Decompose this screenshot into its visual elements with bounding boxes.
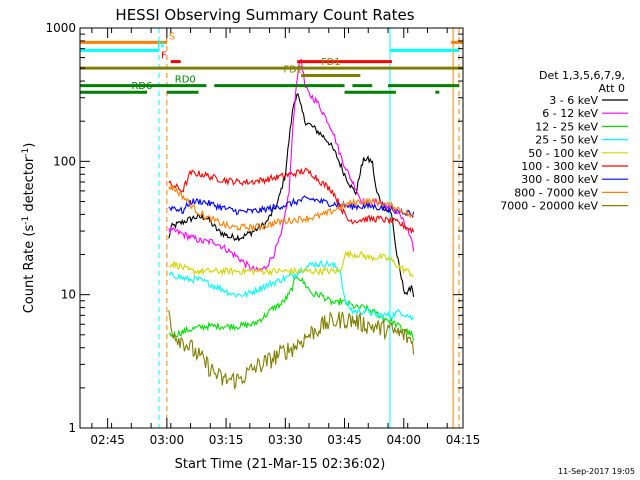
y-tick-label-0: 1: [68, 421, 76, 435]
series-line-0: [168, 93, 415, 297]
series-line-7: [168, 184, 415, 233]
series-line-6: [168, 195, 415, 219]
series-line-2: [168, 276, 415, 341]
legend-label-2: 12 - 25 keV: [535, 120, 598, 133]
x-tick-label-4: 03:45: [327, 433, 362, 447]
series-line-8: [168, 310, 415, 390]
flag-label-s: S: [169, 31, 175, 42]
chart-title: HESSI Observing Summary Count Rates: [115, 6, 414, 24]
flag-label-fd2: FD2: [283, 65, 303, 76]
plot-area: SNF FD1 FD2 RD0 RD6 1 10 100 1000 02:45 03:00 03:15…: [45, 21, 480, 447]
legend-label-8: 7000 - 20000 keV: [500, 200, 598, 213]
x-tick-label-5: 04:00: [386, 433, 421, 447]
plot-frame: [79, 27, 464, 429]
x-tick-label-2: 03:15: [209, 433, 244, 447]
y-tick-label-2: 100: [53, 154, 76, 168]
x-tick-label-6: 04:15: [446, 433, 481, 447]
x-axis-label: Start Time (21-Mar-15 02:36:02): [175, 457, 386, 472]
legend-label-1: 6 - 12 keV: [542, 107, 598, 120]
legend-label-0: 3 - 6 keV: [549, 94, 598, 107]
footer-timestamp: 11-Sep-2017 19:05: [558, 467, 635, 476]
flag-label-rd6: RD6: [131, 81, 152, 92]
y-axis-label: Count Rate (s-1 detector-1): [21, 143, 37, 314]
legend-label-6: 300 - 800 keV: [521, 173, 598, 186]
flag-label-f: F: [161, 51, 167, 62]
legend-label-7: 800 - 7000 keV: [514, 186, 598, 199]
x-tick-label-0: 02:45: [90, 433, 125, 447]
legend-label-3: 25 - 50 keV: [535, 134, 598, 147]
y-tick-label-3: 1000: [45, 21, 76, 35]
series-line-4: [168, 249, 414, 278]
series-line-3: [168, 259, 415, 321]
flag-label-n: N: [157, 39, 164, 50]
legend-header-line2: Att 0: [599, 82, 625, 95]
y-tick-label-1: 10: [61, 288, 76, 302]
x-tick-label-1: 03:00: [150, 433, 185, 447]
legend-header-line1: Det 1,3,5,6,7,9,: [539, 69, 625, 82]
flag-label-rd0: RD0: [175, 75, 196, 86]
x-tick-label-3: 03:30: [268, 433, 303, 447]
series-line-5: [168, 167, 415, 235]
legend-label-5: 100 - 300 keV: [521, 160, 598, 173]
flag-label-fd1: FD1: [321, 57, 341, 68]
legend-label-4: 50 - 100 keV: [528, 147, 598, 160]
